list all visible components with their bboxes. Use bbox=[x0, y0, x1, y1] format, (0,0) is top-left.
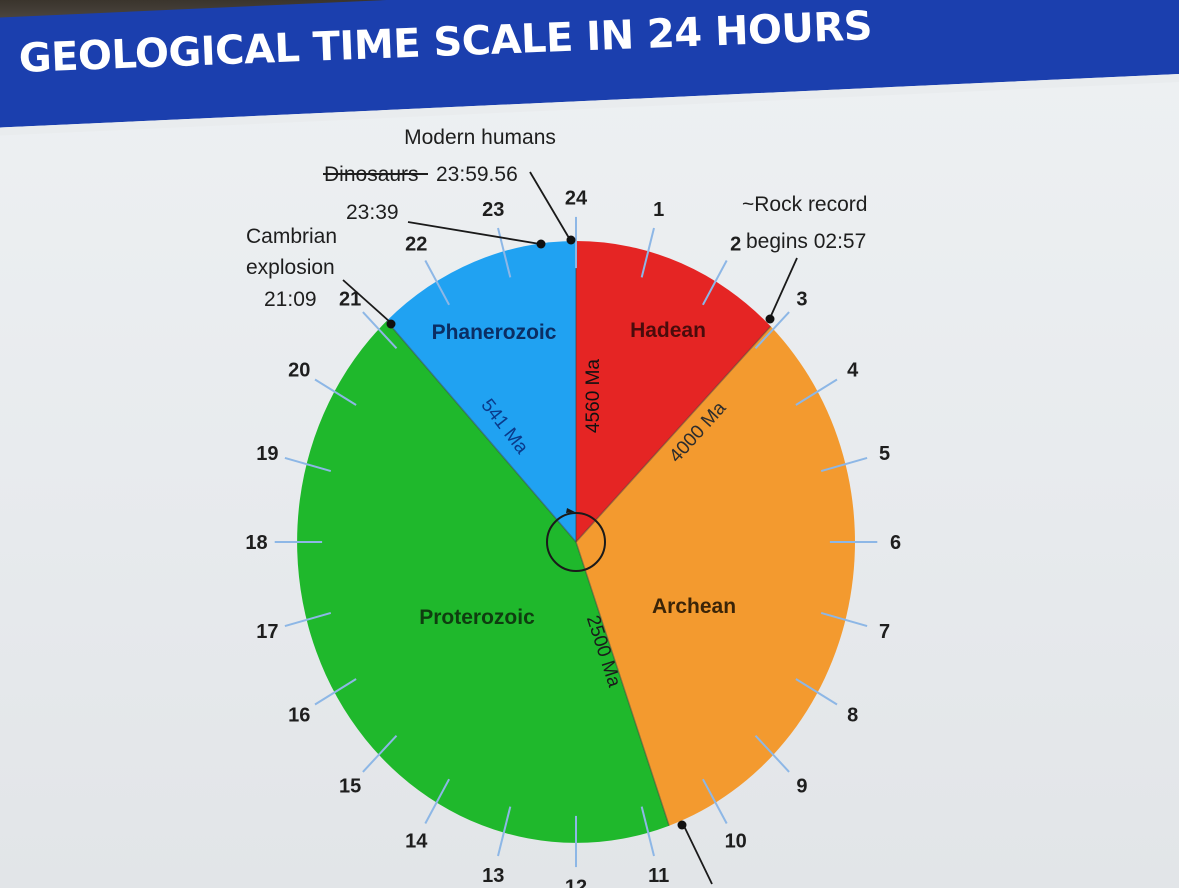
hour-tick bbox=[284, 611, 332, 628]
hour-label: 10 bbox=[725, 831, 747, 853]
hour-label: 21 bbox=[339, 288, 361, 310]
hour-tick bbox=[424, 260, 450, 306]
eon-sector-proterozoic bbox=[297, 321, 670, 843]
hour-label: 1 bbox=[653, 199, 664, 221]
hour-tick bbox=[497, 227, 512, 278]
annotation-dots bbox=[386, 235, 775, 830]
hour-label: 18 bbox=[245, 532, 267, 554]
annotation-dinosaurs-time: 23:59.56 bbox=[436, 163, 518, 186]
hour-label: 6 bbox=[890, 532, 901, 554]
hour-tick bbox=[702, 778, 728, 824]
boundary-line bbox=[575, 541, 670, 826]
annotation-modern-humans: Modern humans bbox=[404, 126, 556, 149]
hour-tick bbox=[424, 778, 450, 824]
hour-tick bbox=[820, 611, 868, 628]
eon-label-phanerozoic: Phanerozoic bbox=[432, 321, 557, 344]
hour-label: 16 bbox=[288, 704, 310, 726]
eon-label-proterozoic: Proterozoic bbox=[419, 606, 535, 629]
hour-label: 4 bbox=[847, 360, 859, 382]
hour-ticks bbox=[274, 216, 878, 868]
annotation-cambrian-line1: Cambrian bbox=[246, 225, 337, 248]
boundary-label-4560: 4560 Ma bbox=[583, 359, 604, 433]
hour-tick bbox=[497, 806, 512, 857]
hour-label: 13 bbox=[482, 865, 504, 887]
annotation-rock-line1: ~Rock record bbox=[742, 193, 867, 216]
hour-label: 24 bbox=[565, 187, 588, 209]
hour-tick bbox=[314, 378, 357, 406]
annotation-2339: 23:39 bbox=[346, 201, 399, 224]
hour-tick bbox=[284, 456, 332, 473]
eon-label-hadean: Hadean bbox=[630, 319, 706, 342]
hour-tick bbox=[795, 678, 838, 706]
hour-label: 15 bbox=[339, 776, 361, 798]
hour-tick bbox=[314, 678, 357, 706]
hour-label: 11 bbox=[648, 865, 669, 887]
boundary-line bbox=[386, 320, 577, 543]
center-circle bbox=[546, 512, 606, 572]
annotation-cambrian-time: 21:09 bbox=[264, 288, 317, 311]
hour-tick bbox=[795, 378, 838, 406]
hour-tick bbox=[362, 735, 398, 773]
annotation-cambrian-line2: explosion bbox=[246, 256, 335, 279]
eon-sectors bbox=[297, 241, 855, 843]
center-arrow-icon bbox=[566, 508, 575, 513]
eon-label-archean: Archean bbox=[652, 595, 736, 618]
hour-label: 2 bbox=[730, 234, 741, 256]
eon-sector-archean bbox=[576, 326, 855, 826]
boundary-line bbox=[575, 325, 772, 543]
hour-tick bbox=[754, 735, 790, 773]
hour-tick bbox=[754, 311, 790, 349]
hour-label: 19 bbox=[256, 443, 278, 465]
hour-label: 17 bbox=[256, 621, 278, 643]
hour-tick bbox=[640, 806, 655, 857]
hour-label: 14 bbox=[405, 831, 428, 853]
hour-label: 23 bbox=[482, 199, 504, 221]
hour-label: 8 bbox=[847, 704, 858, 726]
annotation-rock-line2: begins 02:57 bbox=[746, 230, 866, 253]
hour-label: 12 bbox=[565, 877, 587, 888]
eon-sector-phanerozoic bbox=[386, 241, 576, 542]
hour-label: 5 bbox=[879, 443, 890, 465]
hour-label: 7 bbox=[879, 621, 890, 643]
hour-label: 20 bbox=[288, 360, 310, 382]
hour-label: 22 bbox=[405, 234, 427, 256]
hour-label: 9 bbox=[796, 776, 807, 798]
eon-sector-hadean bbox=[576, 241, 771, 542]
hour-tick bbox=[820, 456, 868, 473]
hour-tick bbox=[640, 227, 655, 278]
hour-tick bbox=[702, 260, 728, 306]
hour-tick bbox=[362, 311, 398, 349]
hour-label: 3 bbox=[796, 288, 807, 310]
annotation-leaders bbox=[342, 171, 798, 885]
